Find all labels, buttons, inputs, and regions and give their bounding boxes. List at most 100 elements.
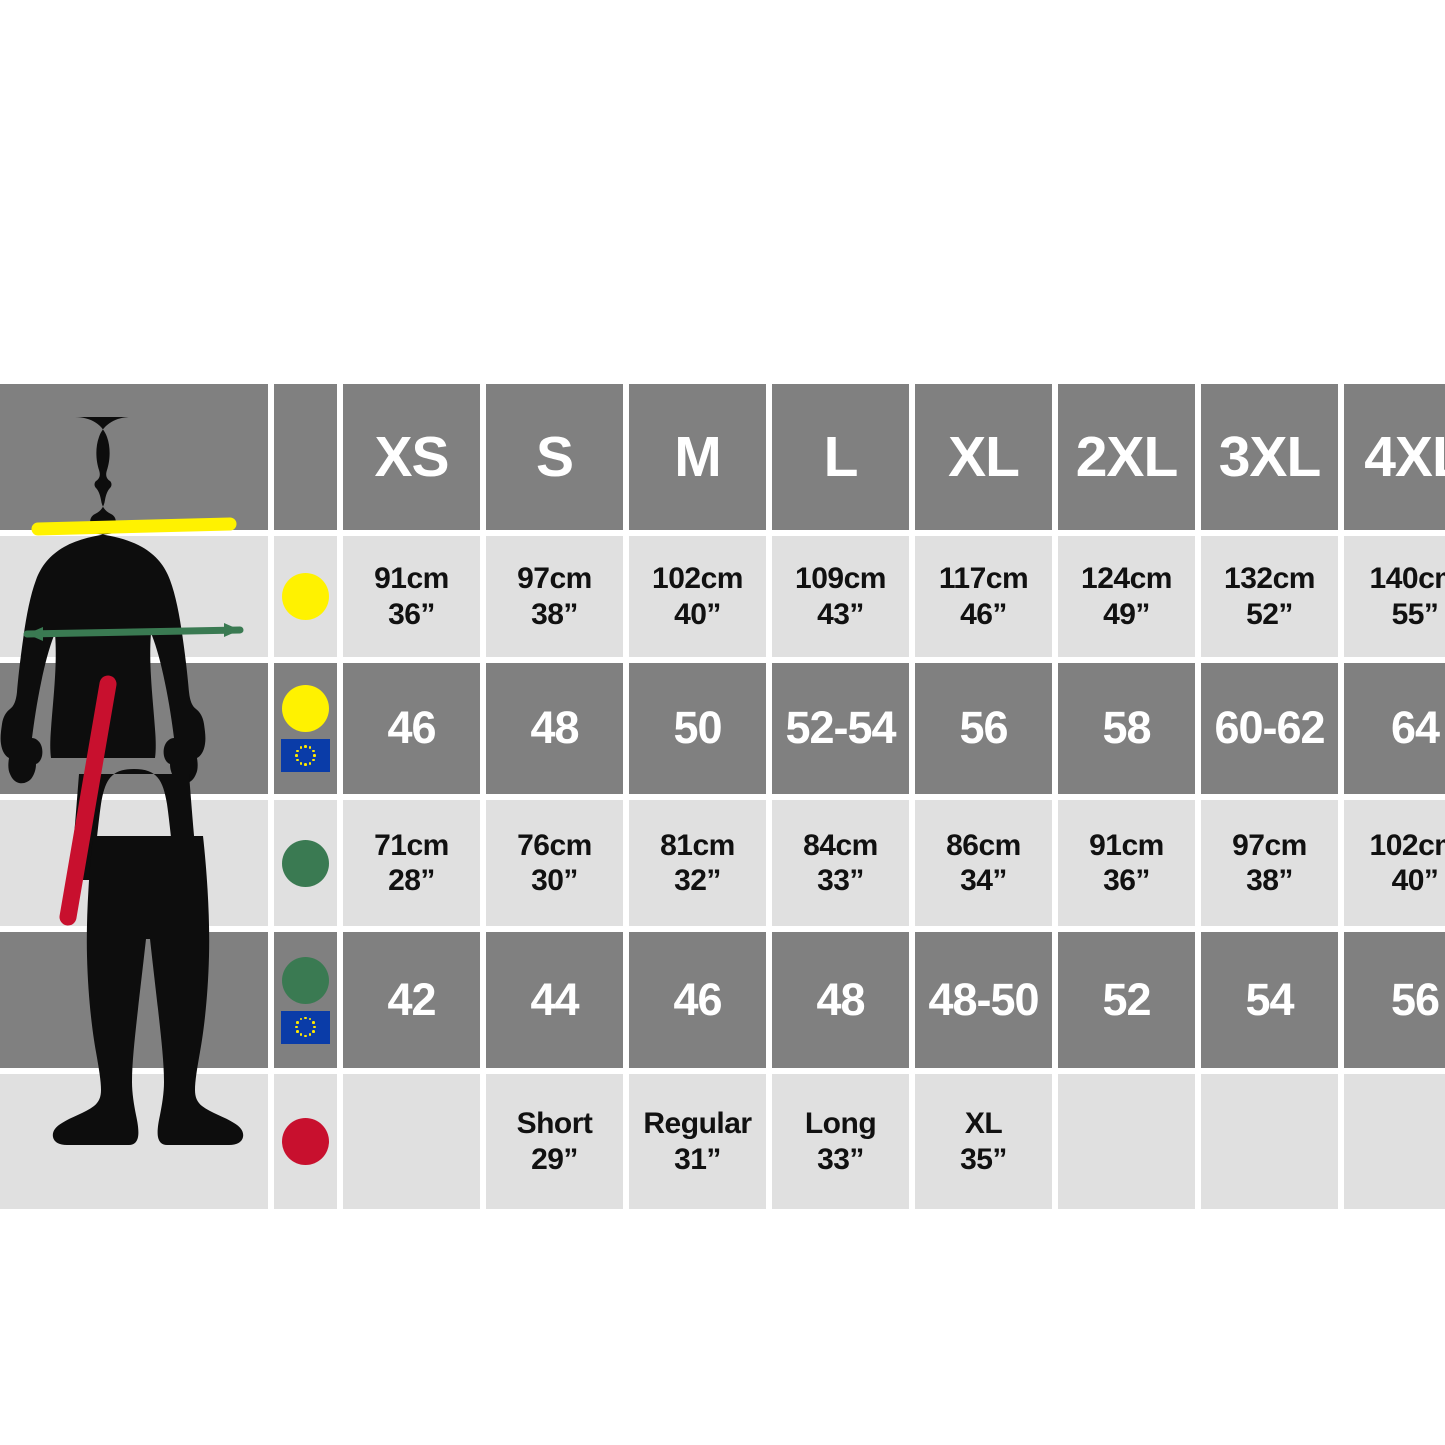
- column-header-2xl[interactable]: 2XL: [1058, 384, 1195, 530]
- cell-value-secondary: 29”: [531, 1142, 578, 1176]
- cell-waist-2xl[interactable]: 91cm 36”: [1058, 800, 1195, 926]
- column-header-label: 3XL: [1218, 424, 1322, 489]
- cell-value-secondary: 30”: [531, 864, 578, 897]
- cell-value-secondary: 43”: [817, 597, 864, 631]
- figure-column-header: [0, 384, 268, 530]
- cell-chest-eu-4xl[interactable]: 64: [1344, 663, 1445, 794]
- cell-value-primary: 48: [816, 973, 865, 1025]
- cell-value-primary: 54: [1245, 973, 1294, 1025]
- cell-value-primary: 97cm: [1232, 828, 1307, 862]
- cell-value-primary: 91cm: [1089, 828, 1164, 862]
- cell-value-primary: 117cm: [938, 562, 1029, 596]
- cell-value-secondary: 46”: [960, 597, 1007, 631]
- table-row: Short 29” Regular 31” Long 33” XL 35”: [0, 1074, 1445, 1209]
- cell-value-primary: 97cm: [517, 562, 592, 596]
- cell-chest-3xl[interactable]: 132cm 52”: [1201, 536, 1338, 657]
- cell-leg-length-2xl[interactable]: [1058, 1074, 1195, 1209]
- row-marker-cell: [274, 932, 337, 1068]
- cell-chest-eu-2xl[interactable]: 58: [1058, 663, 1195, 794]
- cell-value-primary: 52-54: [785, 702, 896, 754]
- cell-waist-eu-4xl[interactable]: 56: [1344, 932, 1445, 1068]
- cell-leg-length-s[interactable]: Short 29”: [486, 1074, 623, 1209]
- column-header-label: M: [674, 424, 721, 489]
- cell-waist-l[interactable]: 84cm 33”: [772, 800, 909, 926]
- column-header-label: XL: [948, 424, 1020, 489]
- column-header-s[interactable]: S: [486, 384, 623, 530]
- cell-value-primary: 76cm: [517, 828, 592, 862]
- cell-leg-length-m[interactable]: Regular 31”: [629, 1074, 766, 1209]
- marker-column-header: [274, 384, 337, 530]
- cell-value-secondary: 35”: [960, 1142, 1007, 1176]
- cell-value-primary: 46: [673, 973, 722, 1025]
- column-header-xl[interactable]: XL: [915, 384, 1052, 530]
- cell-chest-eu-m[interactable]: 50: [629, 663, 766, 794]
- cell-waist-eu-3xl[interactable]: 54: [1201, 932, 1338, 1068]
- cell-chest-xs[interactable]: 91cm 36”: [343, 536, 480, 657]
- cell-chest-eu-xs[interactable]: 46: [343, 663, 480, 794]
- cell-value-secondary: 52”: [1246, 597, 1293, 631]
- cell-value-primary: 60-62: [1214, 702, 1325, 754]
- cell-leg-length-xs[interactable]: [343, 1074, 480, 1209]
- yellow-dot-icon: [282, 685, 329, 732]
- cell-waist-eu-l[interactable]: 48: [772, 932, 909, 1068]
- column-header-l[interactable]: L: [772, 384, 909, 530]
- cell-chest-xl[interactable]: 117cm 46”: [915, 536, 1052, 657]
- cell-value-primary: 52: [1102, 973, 1151, 1025]
- cell-leg-length-l[interactable]: Long 33”: [772, 1074, 909, 1209]
- cell-value-primary: 64: [1390, 702, 1440, 754]
- cell-chest-eu-l[interactable]: 52-54: [772, 663, 909, 794]
- column-header-label: L: [823, 424, 859, 489]
- column-header-label: S: [535, 424, 574, 489]
- cell-value-primary: Short: [516, 1107, 593, 1141]
- cell-value-primary: 44: [530, 973, 579, 1025]
- cell-waist-m[interactable]: 81cm 32”: [629, 800, 766, 926]
- cell-value-primary: 84cm: [803, 828, 878, 862]
- red-dot-icon: [282, 1118, 329, 1165]
- cell-waist-xl[interactable]: 86cm 34”: [915, 800, 1052, 926]
- cell-chest-eu-xl[interactable]: 56: [915, 663, 1052, 794]
- cell-chest-s[interactable]: 97cm 38”: [486, 536, 623, 657]
- cell-value-secondary: 31”: [674, 1142, 721, 1176]
- cell-chest-eu-s[interactable]: 48: [486, 663, 623, 794]
- cell-chest-eu-3xl[interactable]: 60-62: [1201, 663, 1338, 794]
- cell-waist-eu-xs[interactable]: 42: [343, 932, 480, 1068]
- cell-waist-eu-s[interactable]: 44: [486, 932, 623, 1068]
- column-header-4xl[interactable]: 4XL: [1344, 384, 1445, 530]
- cell-waist-s[interactable]: 76cm 30”: [486, 800, 623, 926]
- cell-leg-length-4xl[interactable]: [1344, 1074, 1445, 1209]
- cell-waist-3xl[interactable]: 97cm 38”: [1201, 800, 1338, 926]
- cell-chest-4xl[interactable]: 140cm55”: [1344, 536, 1445, 657]
- cell-value-primary: Regular: [643, 1107, 752, 1141]
- cell-leg-length-xl[interactable]: XL 35”: [915, 1074, 1052, 1209]
- column-header-3xl[interactable]: 3XL: [1201, 384, 1338, 530]
- cell-value-primary: 56: [959, 702, 1008, 754]
- cell-value-primary: 58: [1102, 702, 1151, 754]
- cell-value-secondary: 38”: [1246, 864, 1293, 897]
- figure-band: [0, 800, 268, 926]
- cell-value-primary: XL: [964, 1107, 1003, 1141]
- green-dot-icon: [282, 839, 329, 887]
- green-dot-icon: [282, 956, 329, 1004]
- table-row: 91cm 36” 97cm 38” 102cm 40” 109cm 43” 117cm 46” 12…: [0, 536, 1445, 657]
- column-header-m[interactable]: M: [629, 384, 766, 530]
- column-header-xs[interactable]: XS: [343, 384, 480, 530]
- cell-waist-xs[interactable]: 71cm 28”: [343, 800, 480, 926]
- figure-band: [0, 663, 268, 794]
- cell-leg-length-3xl[interactable]: [1201, 1074, 1338, 1209]
- row-marker-cell: [274, 663, 337, 794]
- cell-waist-eu-m[interactable]: 46: [629, 932, 766, 1068]
- cell-waist-eu-xl[interactable]: 48-50: [915, 932, 1052, 1068]
- row-marker-cell: [274, 800, 337, 926]
- figure-band: [0, 932, 268, 1068]
- cell-value-primary: 48: [530, 702, 579, 754]
- yellow-dot-icon: [282, 573, 329, 620]
- row-marker-cell: [274, 536, 337, 657]
- cell-chest-m[interactable]: 102cm 40”: [629, 536, 766, 657]
- cell-value-primary: 102cm: [652, 562, 743, 596]
- cell-value-secondary: 38”: [531, 597, 578, 631]
- cell-chest-2xl[interactable]: 124cm 49”: [1058, 536, 1195, 657]
- cell-chest-l[interactable]: 109cm 43”: [772, 536, 909, 657]
- cell-waist-eu-2xl[interactable]: 52: [1058, 932, 1195, 1068]
